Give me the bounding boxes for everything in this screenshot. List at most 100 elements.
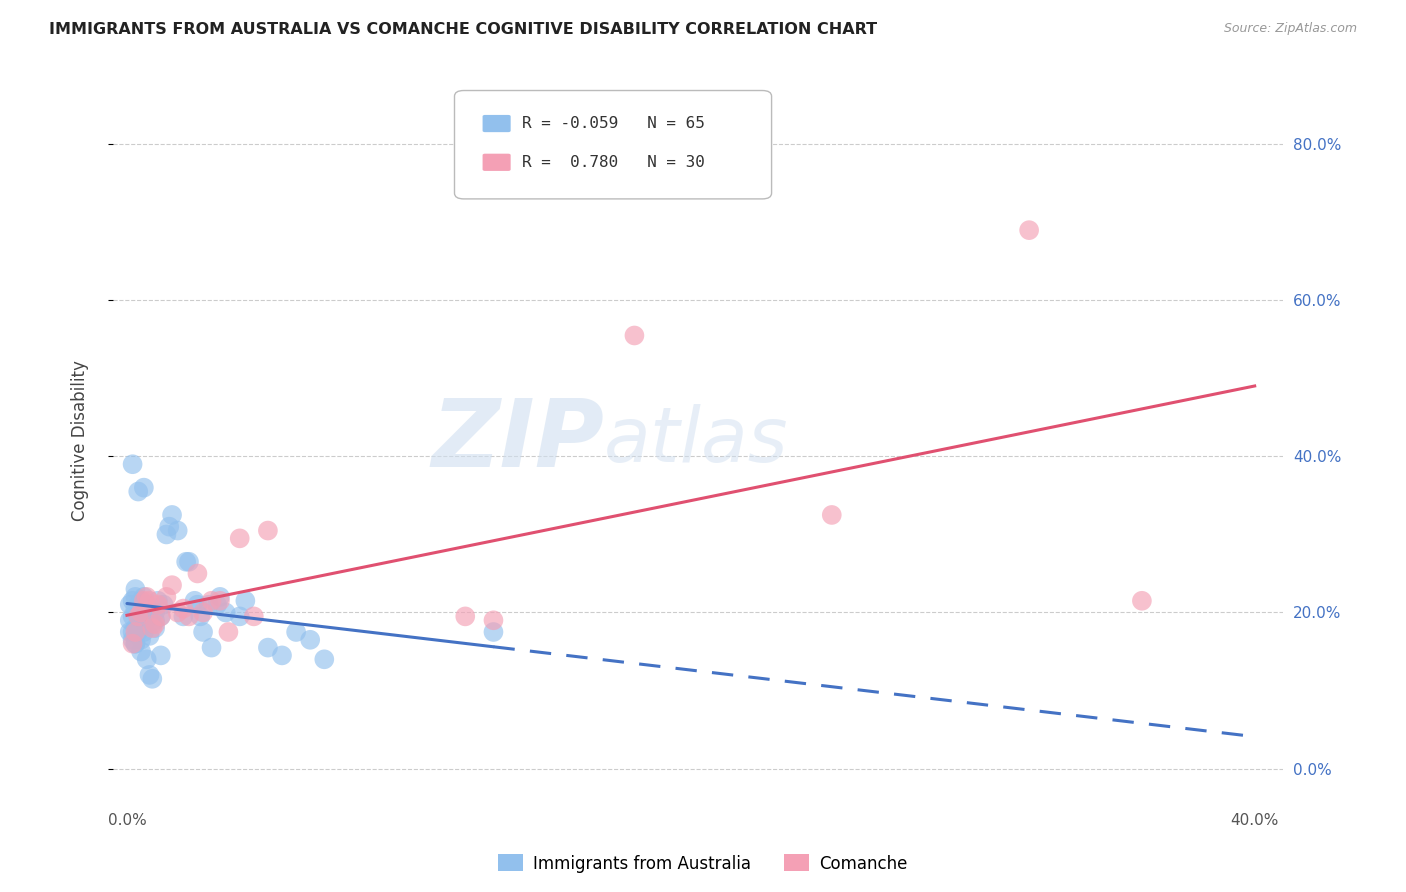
Point: [243, 609, 266, 624]
Point: [143, 617, 166, 632]
Point: [135, 652, 157, 666]
Point: [121, 457, 143, 471]
Point: [149, 609, 172, 624]
Point: [149, 609, 172, 624]
Point: [482, 613, 505, 627]
Point: [121, 637, 143, 651]
Point: [177, 555, 200, 569]
Point: [200, 640, 222, 655]
Point: [132, 625, 155, 640]
Point: [141, 617, 163, 632]
Point: [135, 613, 157, 627]
Text: atlas: atlas: [605, 404, 789, 478]
Point: [197, 598, 219, 612]
Point: [214, 606, 236, 620]
Point: [138, 606, 160, 620]
Point: [143, 606, 166, 620]
Point: [124, 625, 146, 640]
Point: [160, 578, 183, 592]
FancyBboxPatch shape: [482, 115, 510, 132]
Point: [124, 590, 146, 604]
Point: [132, 481, 155, 495]
Point: [141, 672, 163, 686]
Point: [172, 609, 194, 624]
Point: [141, 621, 163, 635]
Point: [121, 594, 143, 608]
Point: [127, 609, 149, 624]
Point: [454, 609, 477, 624]
Point: [124, 601, 146, 615]
Point: [208, 590, 231, 604]
Point: [124, 637, 146, 651]
Legend: Immigrants from Australia, Comanche: Immigrants from Australia, Comanche: [492, 847, 914, 880]
Point: [124, 637, 146, 651]
Point: [191, 625, 214, 640]
Point: [186, 598, 208, 612]
Point: [121, 632, 143, 647]
Point: [160, 508, 183, 522]
Point: [127, 484, 149, 499]
Point: [127, 625, 149, 640]
Point: [166, 606, 188, 620]
Point: [228, 532, 250, 546]
Text: R = -0.059   N = 65: R = -0.059 N = 65: [523, 116, 706, 131]
Point: [188, 609, 211, 624]
Point: [257, 640, 280, 655]
Point: [129, 594, 152, 608]
Point: [157, 519, 180, 533]
Text: R =  0.780   N = 30: R = 0.780 N = 30: [523, 155, 706, 169]
Point: [118, 598, 141, 612]
Point: [143, 613, 166, 627]
Point: [132, 606, 155, 620]
Point: [166, 524, 188, 538]
Point: [172, 601, 194, 615]
Point: [121, 625, 143, 640]
Point: [200, 594, 222, 608]
Point: [174, 555, 197, 569]
Point: [146, 598, 169, 612]
Point: [285, 625, 308, 640]
Point: [124, 582, 146, 596]
Point: [143, 621, 166, 635]
Point: [177, 609, 200, 624]
Point: [129, 606, 152, 620]
Y-axis label: Cognitive Disability: Cognitive Disability: [72, 360, 89, 521]
Point: [205, 598, 228, 612]
Point: [235, 594, 257, 608]
Text: IMMIGRANTS FROM AUSTRALIA VS COMANCHE COGNITIVE DISABILITY CORRELATION CHART: IMMIGRANTS FROM AUSTRALIA VS COMANCHE CO…: [49, 22, 877, 37]
Point: [208, 594, 231, 608]
Point: [132, 594, 155, 608]
Point: [129, 644, 152, 658]
Point: [314, 652, 336, 666]
Point: [149, 648, 172, 663]
Point: [146, 594, 169, 608]
Point: [138, 594, 160, 608]
FancyBboxPatch shape: [482, 153, 510, 171]
Point: [118, 625, 141, 640]
Point: [138, 629, 160, 643]
Point: [138, 668, 160, 682]
Point: [155, 590, 177, 604]
Point: [135, 590, 157, 604]
Point: [299, 632, 322, 647]
Point: [191, 606, 214, 620]
Point: [183, 594, 205, 608]
Point: [257, 524, 280, 538]
Point: [152, 598, 174, 612]
Point: [129, 613, 152, 627]
Point: [127, 609, 149, 624]
Point: [1018, 223, 1040, 237]
Text: Source: ZipAtlas.com: Source: ZipAtlas.com: [1223, 22, 1357, 36]
Point: [821, 508, 844, 522]
Point: [1130, 594, 1153, 608]
Point: [186, 566, 208, 581]
Point: [132, 590, 155, 604]
Point: [228, 609, 250, 624]
Point: [155, 527, 177, 541]
Point: [127, 598, 149, 612]
FancyBboxPatch shape: [454, 90, 772, 199]
Point: [121, 609, 143, 624]
Point: [129, 632, 152, 647]
Point: [124, 621, 146, 635]
Text: ZIP: ZIP: [432, 395, 605, 487]
